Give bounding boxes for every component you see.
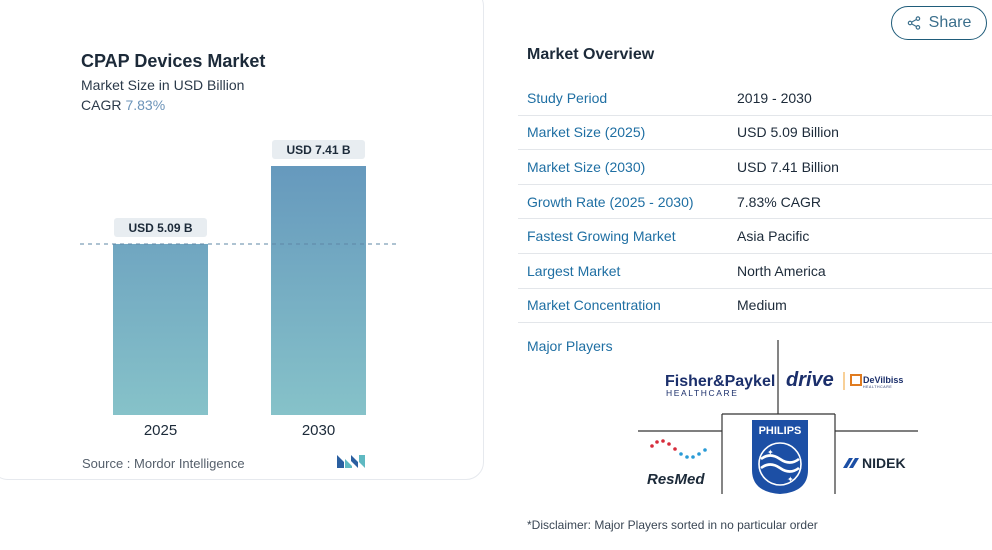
drive-logo: drive	[786, 369, 845, 391]
bar-chart: USD 5.09 B 2025 USD 7.41 B 2030	[80, 140, 400, 439]
devilbiss-name: DeVilbiss	[863, 375, 903, 385]
overview-key[interactable]: Growth Rate (2025 - 2030)	[527, 193, 694, 210]
fisher-paykel-name: Fisher&Paykel	[665, 373, 775, 390]
overview-row: Market Size (2030) USD 7.41 Billion	[518, 150, 992, 185]
devilbiss-logo: DeVilbiss HEALTHCARE	[850, 374, 903, 389]
overview-row: Fastest Growing Market Asia Pacific	[518, 219, 992, 254]
share-label: Share	[928, 14, 972, 31]
mordor-intelligence-logo	[337, 455, 365, 468]
overview-row: Largest Market North America	[518, 254, 992, 289]
overview-key[interactable]: Market Size (2030)	[527, 158, 646, 175]
overview-row: Market Size (2025) USD 5.09 Billion	[518, 116, 992, 151]
overview-key[interactable]: Study Period	[527, 89, 608, 106]
bar-2030	[271, 166, 366, 415]
chart-source: Source : Mordor Intelligence	[82, 456, 245, 471]
overview-title: Market Overview	[527, 46, 655, 63]
overview-row: Market Concentration Medium	[518, 289, 992, 324]
data-label-bg	[114, 217, 207, 237]
overview-value: North America	[737, 262, 826, 279]
chart-card	[0, 0, 484, 480]
chart-title: CPAP Devices Market	[81, 51, 266, 71]
resmed-name: ResMed	[647, 471, 705, 488]
cagr: CAGR 7.83%	[81, 97, 165, 113]
overview-key[interactable]: Market Size (2025)	[527, 124, 646, 141]
drive-name: drive	[786, 369, 834, 391]
fisher-paykel-sub: HEALTHCARE	[666, 388, 739, 398]
overview-key[interactable]: Fastest Growing Market	[527, 228, 676, 245]
overview-table: Study Period 2019 - 2030 Market Size (202…	[518, 81, 992, 324]
overview-row: Study Period 2019 - 2030	[518, 81, 992, 116]
nidek-logo: NIDEK	[843, 455, 906, 471]
x-tick-label: 2025	[144, 422, 177, 439]
philips-logo: PHILIPS ✦ ✦	[752, 420, 808, 494]
major-players-label[interactable]: Major Players	[527, 338, 613, 354]
cagr-label: CAGR	[81, 97, 122, 113]
fisher-paykel-logo: Fisher&Paykel HEALTHCARE	[665, 373, 775, 398]
overview-row: Growth Rate (2025 - 2030) 7.83% CAGR	[518, 185, 992, 220]
devilbiss-sub: HEALTHCARE	[863, 385, 892, 389]
share-icon	[907, 16, 920, 30]
overview-value: 7.83% CAGR	[737, 193, 822, 210]
philips-name: PHILIPS	[759, 425, 802, 437]
data-label: USD 5.09 B	[128, 221, 192, 235]
cagr-value: 7.83%	[125, 97, 166, 113]
overview-value: USD 7.41 Billion	[737, 158, 839, 175]
bar-2025	[113, 243, 208, 415]
major-players-grid: Fisher&Paykel HEALTHCARE drive DeVilbiss…	[638, 340, 918, 494]
overview-value: Medium	[737, 297, 787, 314]
svg-text:✦: ✦	[767, 448, 774, 457]
data-label-bg	[272, 140, 365, 159]
data-label: USD 7.41 B	[286, 143, 350, 157]
share-button[interactable]: Share	[891, 6, 987, 40]
chart-subtitle: Market Size in USD Billion	[81, 77, 245, 93]
x-tick-label: 2030	[302, 422, 335, 439]
overview-key[interactable]: Market Concentration	[527, 297, 661, 314]
nidek-name: NIDEK	[862, 455, 906, 471]
svg-text:✦: ✦	[787, 475, 794, 484]
resmed-logo: ResMed	[647, 439, 707, 488]
overview-value: USD 5.09 Billion	[737, 124, 839, 141]
disclaimer: *Disclaimer: Major Players sorted in no …	[527, 518, 818, 532]
overview-value: Asia Pacific	[737, 228, 810, 245]
overview-value: 2019 - 2030	[737, 89, 812, 106]
overview-key[interactable]: Largest Market	[527, 262, 621, 279]
